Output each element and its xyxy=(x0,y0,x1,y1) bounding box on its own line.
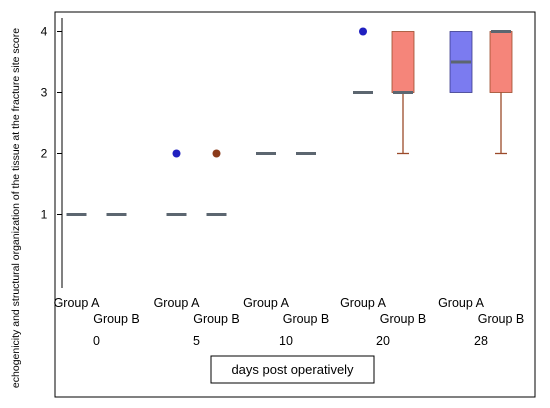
box xyxy=(489,31,513,93)
box xyxy=(391,31,415,93)
plot-frame xyxy=(54,11,536,398)
outlier-point xyxy=(359,27,367,36)
day-label: 0 xyxy=(93,334,100,348)
group-b-label: Group B xyxy=(283,312,330,326)
day-label: 28 xyxy=(474,334,488,348)
outlier-point xyxy=(212,149,221,158)
day-label: 20 xyxy=(376,334,390,348)
y-axis-title: echogenicity and structural organization… xyxy=(10,28,22,388)
group-a-label: Group A xyxy=(54,296,101,310)
y-tick-label: 3 xyxy=(41,86,48,100)
group-b-label: Group B xyxy=(478,312,525,326)
day-label: 5 xyxy=(193,334,200,348)
plot-marks xyxy=(66,27,513,216)
y-tick-label: 2 xyxy=(41,147,48,161)
day-label: 10 xyxy=(279,334,293,348)
y-axis-ticks: 1 2 3 4 xyxy=(41,25,62,222)
x-axis-title-box xyxy=(210,355,375,384)
group-a-label: Group A xyxy=(154,296,201,310)
group-a-label: Group A xyxy=(438,296,485,310)
group-a-label: Group A xyxy=(340,296,387,310)
y-tick-label: 1 xyxy=(41,208,48,222)
group-a-label: Group A xyxy=(243,296,290,310)
x-axis-title: days post operatively xyxy=(231,362,354,377)
outlier-point xyxy=(172,149,181,158)
y-tick-label: 4 xyxy=(41,25,48,39)
group-b-label: Group B xyxy=(193,312,240,326)
group-b-label: Group B xyxy=(93,312,140,326)
group-b-label: Group B xyxy=(380,312,427,326)
